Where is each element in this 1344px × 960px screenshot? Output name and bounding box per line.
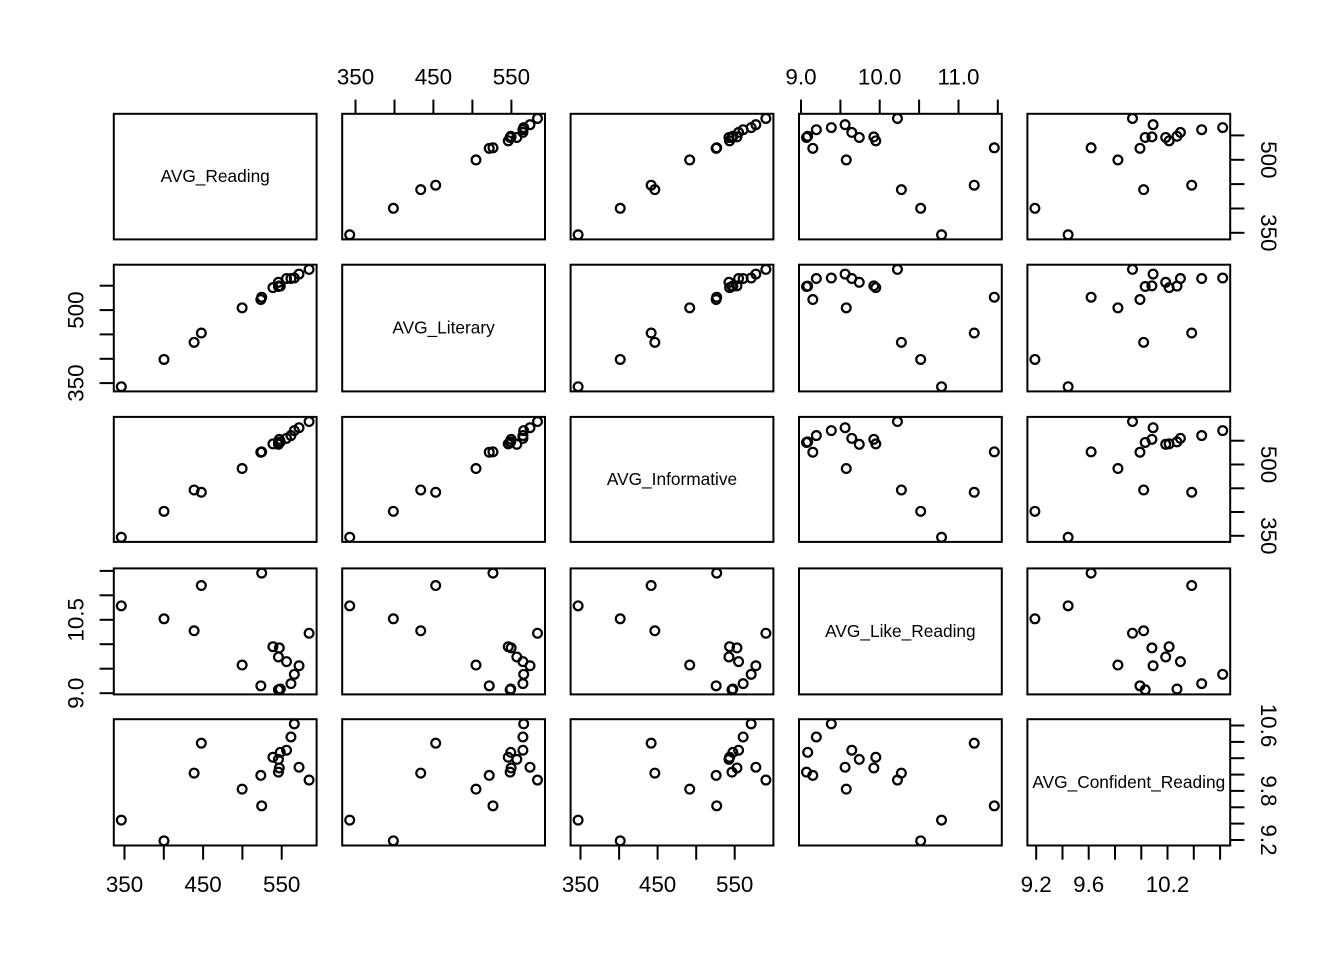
svg-text:450: 450 <box>415 64 452 89</box>
svg-text:9.2: 9.2 <box>1256 824 1281 855</box>
svg-text:9.0: 9.0 <box>63 678 88 709</box>
svg-text:350: 350 <box>1256 214 1281 251</box>
svg-text:9.0: 9.0 <box>785 64 816 89</box>
svg-text:550: 550 <box>716 872 753 897</box>
svg-text:AVG_Literary: AVG_Literary <box>392 318 495 338</box>
svg-text:9.2: 9.2 <box>1021 872 1052 897</box>
svg-text:450: 450 <box>184 872 221 897</box>
svg-text:AVG_Informative: AVG_Informative <box>607 469 737 489</box>
svg-text:AVG_Reading: AVG_Reading <box>161 166 270 186</box>
svg-text:10.5: 10.5 <box>63 598 88 642</box>
svg-text:500: 500 <box>1256 446 1281 483</box>
svg-text:10.2: 10.2 <box>1146 872 1190 897</box>
svg-text:500: 500 <box>63 291 88 328</box>
svg-text:350: 350 <box>337 64 374 89</box>
svg-text:550: 550 <box>263 872 300 897</box>
svg-text:10.6: 10.6 <box>1256 704 1281 748</box>
svg-text:9.6: 9.6 <box>1073 872 1104 897</box>
svg-text:350: 350 <box>1256 517 1281 554</box>
svg-text:AVG_Confident_Reading: AVG_Confident_Reading <box>1032 772 1225 792</box>
svg-text:AVG_Like_Reading: AVG_Like_Reading <box>825 621 976 641</box>
svg-text:11.0: 11.0 <box>938 64 980 89</box>
svg-text:350: 350 <box>106 872 143 897</box>
svg-text:550: 550 <box>493 64 530 89</box>
svg-text:9.8: 9.8 <box>1256 775 1281 806</box>
svg-text:350: 350 <box>63 364 88 401</box>
svg-text:500: 500 <box>1256 141 1281 178</box>
svg-text:350: 350 <box>562 872 599 897</box>
svg-text:450: 450 <box>639 872 676 897</box>
svg-text:10.0: 10.0 <box>858 64 902 89</box>
